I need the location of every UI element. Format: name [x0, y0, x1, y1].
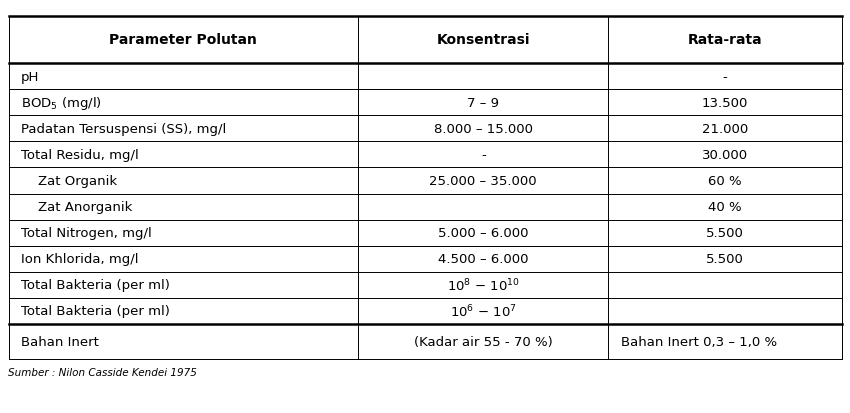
Text: 60 %: 60 %: [708, 175, 742, 188]
Text: $10^{8}$ $-$ $10^{10}$: $10^{8}$ $-$ $10^{10}$: [447, 277, 519, 294]
Text: 5.000 – 6.000: 5.000 – 6.000: [438, 227, 529, 240]
Text: Total Nitrogen, mg/l: Total Nitrogen, mg/l: [21, 227, 152, 240]
Text: Padatan Tersuspensi (SS), mg/l: Padatan Tersuspensi (SS), mg/l: [21, 123, 226, 135]
Text: 5.500: 5.500: [706, 227, 744, 240]
Text: Bahan Inert 0,3 – 1,0 %: Bahan Inert 0,3 – 1,0 %: [621, 335, 777, 348]
Text: Total Bakteria (per ml): Total Bakteria (per ml): [21, 279, 170, 292]
Text: Ion Khlorida, mg/l: Ion Khlorida, mg/l: [21, 253, 139, 266]
Text: Parameter Polutan: Parameter Polutan: [110, 33, 258, 47]
Text: Rata-rata: Rata-rata: [688, 33, 762, 47]
Text: $10^{6}$ $-$ $10^{7}$: $10^{6}$ $-$ $10^{7}$: [450, 303, 517, 320]
Text: Total Bakteria (per ml): Total Bakteria (per ml): [21, 305, 170, 318]
Text: 30.000: 30.000: [702, 149, 748, 161]
Text: 40 %: 40 %: [708, 201, 742, 214]
Text: Konsentrasi: Konsentrasi: [437, 33, 530, 47]
Text: Bahan Inert: Bahan Inert: [21, 335, 99, 348]
Text: 13.500: 13.500: [702, 97, 748, 109]
Text: pH: pH: [21, 71, 40, 83]
Text: Zat Organik: Zat Organik: [21, 175, 117, 188]
Text: BOD$_5$ (mg/l): BOD$_5$ (mg/l): [21, 95, 102, 112]
Text: 4.500 – 6.000: 4.500 – 6.000: [438, 253, 529, 266]
Text: 21.000: 21.000: [702, 123, 748, 135]
Text: Zat Anorganik: Zat Anorganik: [21, 201, 133, 214]
Text: 7 – 9: 7 – 9: [468, 97, 499, 109]
Text: 8.000 – 15.000: 8.000 – 15.000: [434, 123, 533, 135]
Text: -: -: [481, 149, 485, 161]
Text: 25.000 – 35.000: 25.000 – 35.000: [429, 175, 537, 188]
Text: -: -: [722, 71, 728, 83]
Text: Total Residu, mg/l: Total Residu, mg/l: [21, 149, 139, 161]
Text: Sumber : Nilon Casside Kendei 1975: Sumber : Nilon Casside Kendei 1975: [8, 367, 197, 377]
Text: (Kadar air 55 - 70 %): (Kadar air 55 - 70 %): [414, 335, 552, 348]
Text: 5.500: 5.500: [706, 253, 744, 266]
